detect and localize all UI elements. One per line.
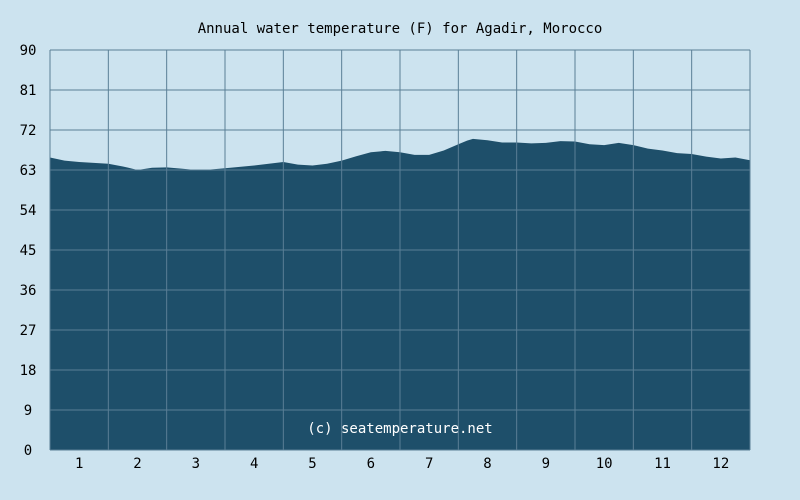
x-tick-label: 11 (654, 456, 671, 472)
y-tick-label: 9 (24, 403, 32, 419)
x-tick-label: 12 (712, 456, 729, 472)
y-tick-label: 72 (20, 123, 37, 139)
x-axis-ticks: 1 2 3 4 5 6 7 8 9 10 11 12 (75, 456, 729, 472)
y-tick-label: 90 (20, 43, 37, 59)
x-tick-label: 6 (367, 456, 375, 472)
x-tick-label: 2 (133, 456, 141, 472)
y-tick-label: 18 (20, 363, 37, 379)
watermark-text: (c) seatemperature.net (307, 421, 492, 437)
y-tick-label: 36 (20, 283, 37, 299)
y-tick-label: 81 (20, 83, 37, 99)
y-tick-label: 45 (20, 243, 37, 259)
x-tick-label: 10 (596, 456, 613, 472)
x-tick-label: 4 (250, 456, 258, 472)
x-tick-label: 8 (483, 456, 491, 472)
x-tick-label: 9 (542, 456, 550, 472)
y-tick-label: 54 (20, 203, 37, 219)
y-tick-label: 0 (24, 443, 32, 459)
x-tick-label: 5 (308, 456, 316, 472)
chart-title: Annual water temperature (F) for Agadir,… (198, 21, 603, 37)
y-axis-ticks: 0 9 18 27 36 45 54 63 72 81 90 (20, 43, 37, 459)
y-tick-label: 63 (20, 163, 37, 179)
x-tick-label: 3 (192, 456, 200, 472)
y-tick-label: 27 (20, 323, 37, 339)
grid-lines (49, 49, 751, 451)
x-tick-label: 1 (75, 456, 83, 472)
x-tick-label: 7 (425, 456, 433, 472)
